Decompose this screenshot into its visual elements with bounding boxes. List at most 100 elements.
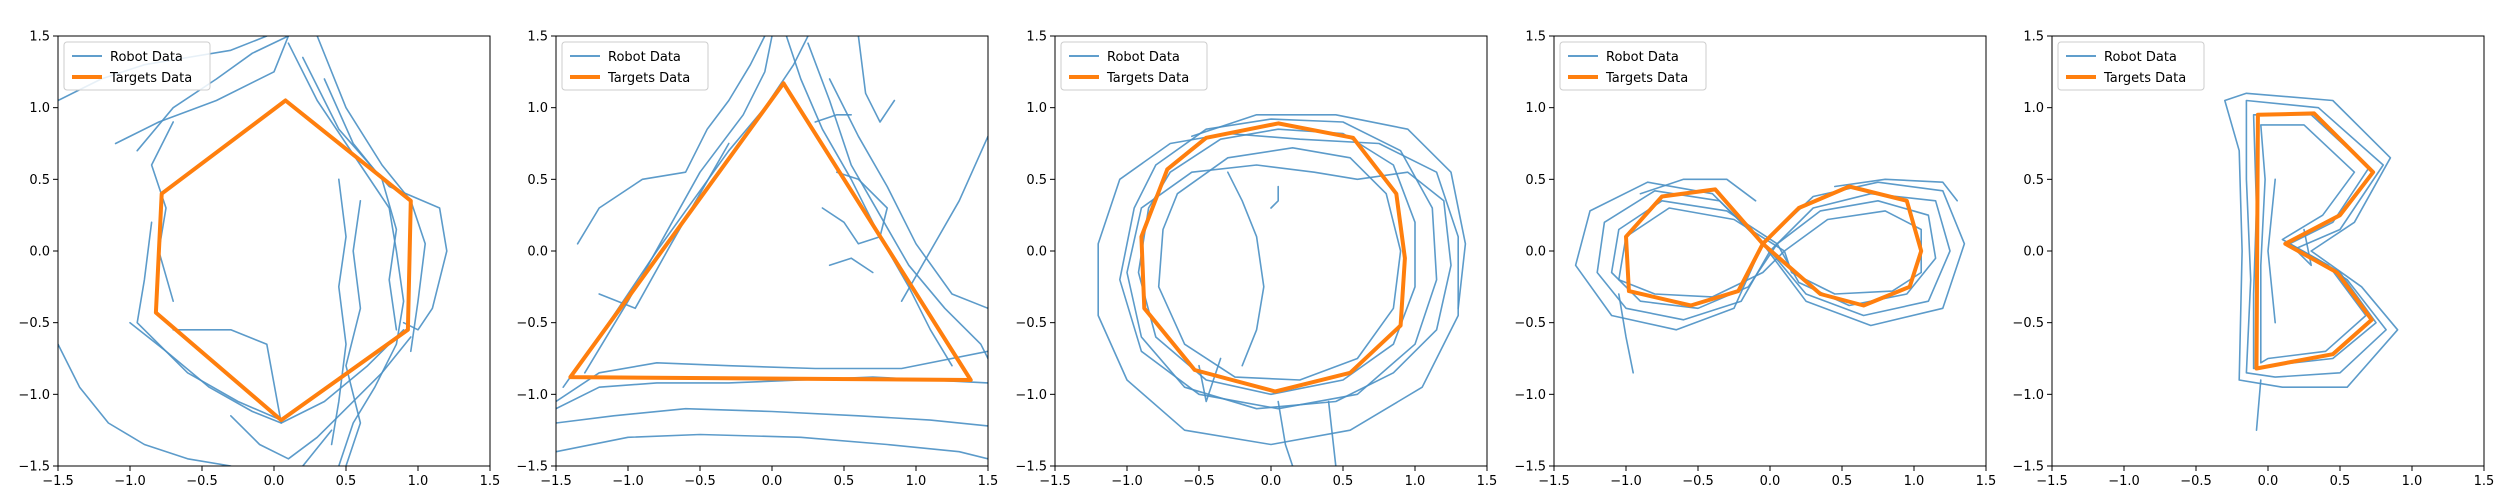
legend-targets-label: Targets Data <box>1605 71 1688 86</box>
legend: Robot Data Targets Data <box>1559 41 1707 91</box>
robot-data-line <box>556 350 988 403</box>
y-tick-label: 1.0 <box>1026 101 1047 116</box>
x-tick-label: −1.5 <box>540 474 572 489</box>
y-tick-label: 1.0 <box>29 101 50 116</box>
x-tick-label: 0.5 <box>2330 474 2351 489</box>
y-tick-label: −1.5 <box>2012 460 2044 475</box>
robot-data-line <box>583 36 773 374</box>
x-tick-label: 1.5 <box>480 474 501 489</box>
robot-data-line <box>114 36 290 145</box>
y-tick-label: −0.5 <box>1514 316 1546 331</box>
x-tick-label: 1.5 <box>1976 474 1997 489</box>
y-tick-label: 1.5 <box>527 30 548 45</box>
y-tick-label: −1.0 <box>18 388 50 403</box>
legend: Robot Data Targets Data <box>561 41 709 91</box>
robot-data-line <box>556 433 988 460</box>
subplot-2: −1.5−1.5 −1.0 −1.0 −0.5 −0.5 0.0 0.0 0.5 0.5 1.0 1… <box>516 30 998 490</box>
legend: Robot Data Targets Data <box>2057 41 2205 91</box>
plot-area <box>556 36 988 460</box>
robot-data-line <box>1277 400 1294 466</box>
y-tick-label: 1.5 <box>29 30 50 45</box>
targets-data-line <box>568 81 973 382</box>
y-tick-label: 0.5 <box>29 173 50 188</box>
x-tick-label: 0.0 <box>2258 474 2279 489</box>
robot-data-line <box>2267 178 2276 324</box>
x-tick-label: −1.0 <box>1610 474 1642 489</box>
y-tick-label: 0.0 <box>2023 245 2044 260</box>
x-tick-label: −0.5 <box>1682 474 1714 489</box>
legend-targets-label: Targets Data <box>109 71 192 86</box>
x-tick-label: 1.0 <box>1405 474 1426 489</box>
axes-frame <box>57 35 491 467</box>
x-tick-label: 1.0 <box>906 474 927 489</box>
y-tick-label: −1.0 <box>2012 388 2044 403</box>
legend-robot-label: Robot Data <box>608 50 681 65</box>
robot-data-line <box>828 78 988 310</box>
robot-data-line <box>1227 171 1265 367</box>
y-tick-label: −1.0 <box>1015 388 1047 403</box>
plot-area <box>2224 92 2399 432</box>
legend-robot-label: Robot Data <box>110 50 183 65</box>
robot-data-line <box>1119 118 1438 410</box>
y-tick-label: 0.0 <box>1026 245 1047 260</box>
y-tick-label: −1.5 <box>1514 460 1546 475</box>
robot-data-line <box>323 78 398 331</box>
legend-robot-label: Robot Data <box>1606 50 1679 65</box>
y-tick-label: 1.5 <box>1026 30 1047 45</box>
x-tick-label: 1.5 <box>978 474 999 489</box>
robot-data-line <box>1126 164 1452 410</box>
robot-data-line <box>1618 207 1922 298</box>
x-tick-label: −1.5 <box>1039 474 1071 489</box>
y-tick-label: −1.5 <box>1015 460 1047 475</box>
y-tick-label: −1.5 <box>18 460 50 475</box>
x-tick-label: −1.0 <box>2108 474 2140 489</box>
y-tick-label: −0.5 <box>18 316 50 331</box>
y-tick-label: 1.0 <box>527 101 548 116</box>
y-tick-label: −0.5 <box>2012 316 2044 331</box>
robot-data-line <box>900 135 988 303</box>
legend-targets-label: Targets Data <box>607 71 690 86</box>
robot-data-line <box>828 257 874 274</box>
x-tick-label: 1.0 <box>408 474 429 489</box>
subplot-1: −1.5−1.5 −1.0 −1.0 −0.5 −0.5 0.0 0.0 0.5 0.5 1.0 1… <box>18 30 500 490</box>
robot-data-line <box>136 36 290 152</box>
y-tick-label: 0.0 <box>527 245 548 260</box>
x-tick-label: 1.5 <box>2474 474 2495 489</box>
subplot-3: −1.5−1.5 −1.0 −1.0 −0.5 −0.5 0.0 0.0 0.5 0.5 1.0 1… <box>1015 30 1497 490</box>
robot-data-line <box>2224 92 2399 389</box>
robot-data-line <box>2260 124 2367 364</box>
x-tick-label: −0.5 <box>1183 474 1215 489</box>
robot-data-line <box>172 328 283 424</box>
x-tick-label: 0.0 <box>1760 474 1781 489</box>
subplot-4: −1.5−1.5 −1.0 −1.0 −0.5 −0.5 0.0 0.0 0.5 0.5 1.0 1… <box>1514 30 1996 490</box>
axes-frame <box>1054 35 1488 467</box>
y-tick-label: −0.5 <box>1015 316 1047 331</box>
x-tick-label: −1.0 <box>114 474 146 489</box>
robot-data-line <box>287 42 405 466</box>
x-tick-label: 0.5 <box>1832 474 1853 489</box>
y-tick-label: 0.5 <box>1525 173 1546 188</box>
x-tick-label: −0.5 <box>2180 474 2212 489</box>
plot-area <box>1097 114 1467 466</box>
x-tick-label: 0.5 <box>1333 474 1354 489</box>
robot-data-line <box>807 42 988 360</box>
y-tick-label: 0.5 <box>527 173 548 188</box>
legend-targets-label: Targets Data <box>2103 71 2186 86</box>
x-tick-label: 0.5 <box>336 474 357 489</box>
subplot-5: −1.5−1.5 −1.0 −1.0 −0.5 −0.5 0.0 0.0 0.5 0.5 1.0 1… <box>2012 30 2494 490</box>
x-tick-label: 0.5 <box>834 474 855 489</box>
plot-area <box>58 36 448 466</box>
y-tick-label: −1.5 <box>516 460 548 475</box>
y-tick-label: 0.0 <box>29 245 50 260</box>
robot-data-line <box>1097 132 1459 446</box>
x-tick-label: 1.5 <box>1477 474 1498 489</box>
y-tick-label: −0.5 <box>516 316 548 331</box>
y-tick-label: 0.5 <box>2023 173 2044 188</box>
robot-data-line <box>2245 99 2387 378</box>
targets-data-line <box>1139 121 1407 394</box>
x-tick-label: 1.0 <box>1904 474 1925 489</box>
robot-data-line <box>556 376 988 410</box>
robot-data-line <box>345 200 362 466</box>
x-tick-label: −0.5 <box>186 474 218 489</box>
